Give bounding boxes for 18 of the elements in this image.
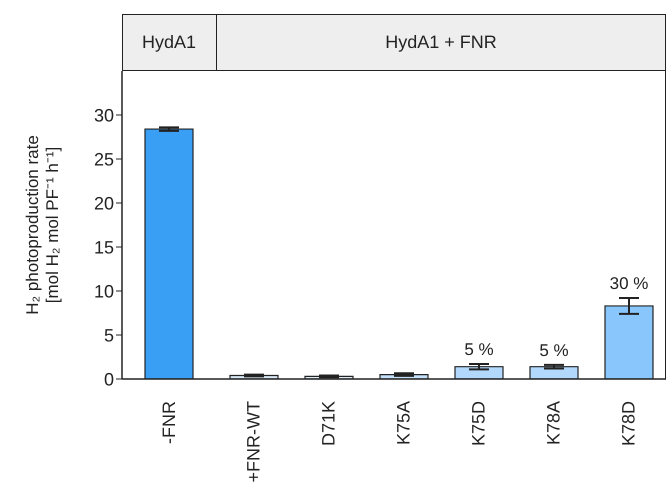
x-tick-label: -FNR — [159, 401, 179, 444]
x-tick-label: K78A — [544, 401, 564, 446]
y-tick-label: 15 — [94, 237, 114, 258]
y-tick-label: 20 — [94, 193, 114, 214]
y-tick-label: 25 — [94, 149, 114, 170]
x-tick-label: K75A — [394, 401, 414, 446]
y-tick-label: 30 — [94, 105, 114, 126]
y-axis-title: H₂ photoproduction rate [mol H₂ mol PF⁻¹ h⁻¹] — [23, 135, 62, 315]
y-tick-label: 0 — [104, 369, 114, 390]
annotation: 5 % — [464, 340, 494, 360]
y-tick-label: 5 — [104, 325, 114, 346]
x-tick-label: K78D — [618, 401, 638, 446]
x-tick-label: D71K — [318, 401, 338, 446]
x-tick-label: K75D — [468, 401, 488, 446]
x-tick-label: +FNR-WT — [244, 400, 264, 482]
annotation: 30 % — [610, 274, 648, 294]
annotation: 5 % — [539, 340, 569, 360]
y-tick-label: 10 — [94, 281, 114, 302]
